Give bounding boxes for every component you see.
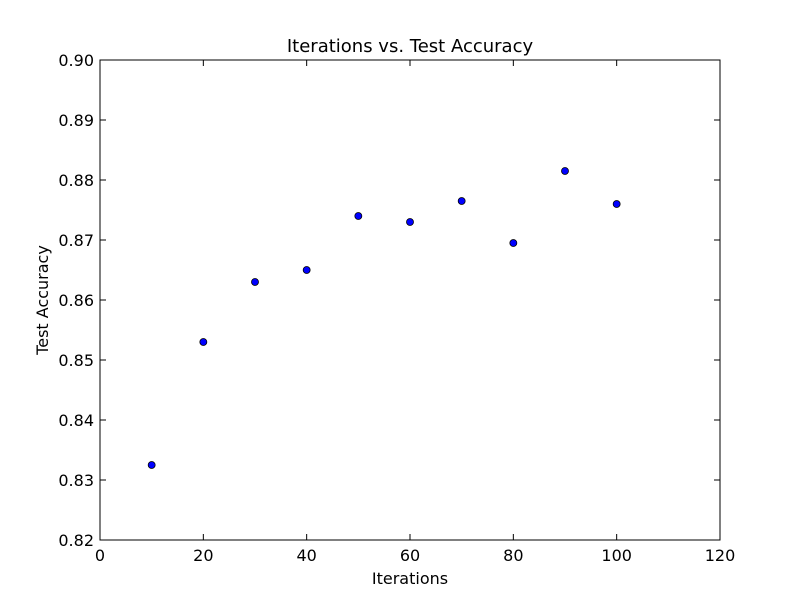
x-tick-label: 40 <box>296 546 316 565</box>
scatter-point <box>199 338 208 346</box>
x-tick-label: 0 <box>95 546 105 565</box>
x-tick-label: 80 <box>503 546 523 565</box>
y-ticks: 0.82 0.83 0.84 0.85 0.86 0.87 0.88 0.89 0.90 <box>58 51 720 550</box>
x-ticks: 0 20 40 60 80 100 120 <box>95 60 735 565</box>
y-tick-label: 0.83 <box>58 471 94 490</box>
y-tick-label: 0.82 <box>58 531 94 550</box>
scatter-point <box>509 239 518 247</box>
x-axis-label: Iterations <box>372 569 448 588</box>
scatter-point <box>406 218 414 226</box>
scatter-point <box>302 266 311 274</box>
y-tick-label: 0.90 <box>58 51 94 70</box>
y-tick-label: 0.89 <box>58 111 94 130</box>
scatter-point <box>612 200 621 208</box>
x-tick-label: 120 <box>705 546 736 565</box>
y-tick-label: 0.87 <box>58 231 94 250</box>
chart-title: Iterations vs. Test Accuracy <box>287 36 534 57</box>
x-tick-label: 20 <box>193 546 213 565</box>
y-tick-label: 0.88 <box>58 171 94 190</box>
data-points <box>147 167 621 469</box>
y-tick-label: 0.86 <box>58 291 94 310</box>
scatter-point <box>457 197 466 205</box>
plot-frame <box>99 59 721 541</box>
scatter-point <box>147 461 156 469</box>
x-tick-label: 100 <box>601 546 632 565</box>
y-tick-label: 0.85 <box>58 351 94 370</box>
x-tick-label: 60 <box>400 546 420 565</box>
y-tick-label: 0.84 <box>58 411 94 430</box>
scatter-point <box>251 278 259 286</box>
scatter-point <box>354 212 363 220</box>
y-axis-label: Test Accuracy <box>33 245 52 356</box>
scatter-point <box>561 167 569 175</box>
